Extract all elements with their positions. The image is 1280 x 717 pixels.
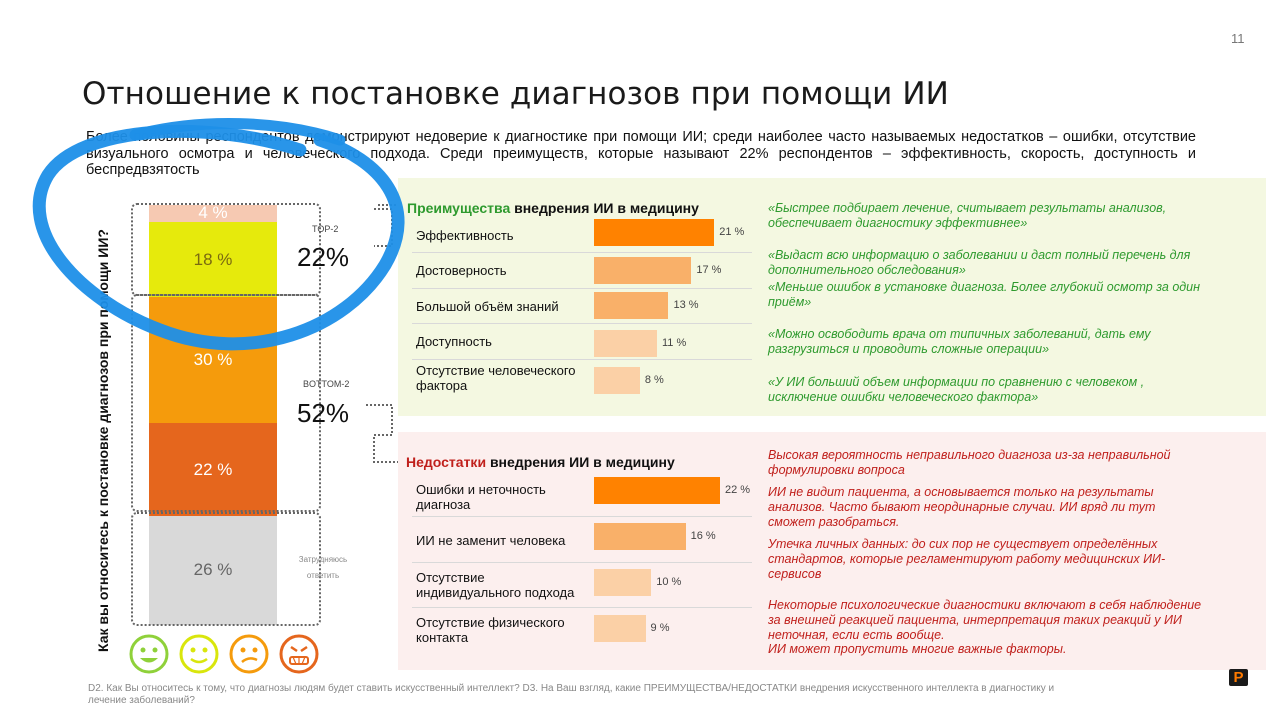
hbar: [594, 523, 686, 550]
disadvantage-row-label-line: контакта: [416, 630, 469, 645]
row-divider: [412, 252, 752, 253]
advantages-title-rest: внедрения ИИ в медицину: [510, 200, 699, 216]
disadvantage-quote: Высокая вероятность неправильного диагно…: [768, 448, 1171, 477]
disadvantage-quote: ИИ может пропустить многие важные фактор…: [768, 642, 1067, 656]
hbar-value-label: 13 %: [673, 299, 699, 311]
hbar: [594, 569, 652, 596]
advantage-quote: «Быстрее подбирает лечение, считывает ре…: [768, 201, 1167, 230]
disadvantages-title: Недостатки внедрения ИИ в медицину: [406, 454, 675, 470]
advantages-panel: [398, 178, 1266, 416]
unsure-label: Затрудняюсь ответить: [292, 552, 354, 584]
bottom2-label: BOTTOM-2: [303, 379, 350, 389]
hbar: [594, 257, 692, 284]
row-divider: [412, 607, 752, 608]
hbar: [594, 219, 715, 246]
disadvantages-bracket: [366, 404, 400, 463]
angry-face-icon: [279, 634, 319, 674]
very-happy-face-icon: [129, 634, 169, 674]
row-divider: [412, 359, 752, 360]
disadvantage-row-label-line: диагноза: [416, 497, 471, 512]
row-divider: [412, 516, 752, 517]
hbar-value-label: 21 %: [719, 226, 745, 238]
disadvantages-title-rest: внедрения ИИ в медицину: [486, 454, 675, 470]
disadvantage-row-label-line: Отсутствие физического: [416, 615, 565, 630]
disadvantage-quote: Утечка личных данных: до сих пор не суще…: [768, 537, 1166, 581]
advantage-row-label: Большой объём знаний: [416, 299, 559, 314]
hbar: [594, 292, 669, 319]
unsure-label-line: ответить: [306, 571, 340, 580]
happy-face-icon: [179, 634, 219, 674]
hbar: [594, 367, 640, 394]
sentiment-faces: [129, 634, 319, 674]
advantage-row-label-line: Эффективность: [416, 228, 514, 243]
advantage-row-label-line: фактора: [416, 378, 468, 393]
unhappy-face-icon: [229, 634, 269, 674]
advantages-title: Преимущества внедрения ИИ в медицину: [407, 200, 699, 216]
stack-segment: 22 %: [149, 423, 277, 516]
disadvantage-row-label-line: Ошибки и неточность: [416, 482, 546, 497]
advantage-row-label: Доступность: [416, 334, 492, 349]
row-divider: [412, 323, 752, 324]
page-title: Отношение к постановке диагнозов при пом…: [82, 76, 949, 112]
advantages-title-highlight: Преимущества: [407, 200, 511, 216]
bottom2-value: 52%: [297, 398, 350, 428]
brand-logo: P: [1229, 669, 1248, 686]
hbar-value-label: 9 %: [650, 622, 670, 634]
disadvantage-row-label-line: ИИ не заменит человека: [416, 533, 566, 548]
advantage-quote: «Выдаст всю информацию о заболевании и д…: [768, 248, 1191, 277]
disadvantage-row-label: Отсутствие физического контакта: [416, 615, 565, 645]
unsure-label-line: Затрудняюсь: [298, 555, 348, 564]
disadvantage-row-label-line: индивидуального подхода: [416, 585, 575, 600]
footnote: D2. Как Вы относитесь к тому, что диагно…: [88, 683, 1055, 706]
advantage-row-label-line: Достоверность: [416, 263, 507, 278]
stack-segment-label: 30 %: [193, 350, 233, 370]
disadvantages-panel: [398, 432, 1266, 670]
stack-segment-label: 22 %: [193, 459, 233, 479]
disadvantage-row-label: Отсутствие индивидуального подхода: [416, 570, 574, 600]
hbar: [594, 477, 720, 504]
advantage-row-label-line: Доступность: [416, 334, 492, 349]
disadvantage-row-label: Ошибки и неточность диагноза: [416, 482, 546, 512]
stack-segment: 26 %: [149, 515, 277, 625]
advantages-bracket: [374, 208, 393, 247]
hbar-value-label: 10 %: [656, 576, 682, 588]
row-divider: [412, 288, 752, 289]
hbar-value-label: 16 %: [690, 530, 716, 542]
advantage-quote: «Можно освободить врача от типичных забо…: [768, 327, 1151, 356]
page-number: 11: [1231, 31, 1245, 46]
hbar-value-label: 8 %: [644, 374, 664, 386]
disadvantage-quote: ИИ не видит пациента, а основывается тол…: [768, 485, 1156, 529]
disadvantages-title-highlight: Недостатки: [406, 454, 487, 470]
advantage-quote: «Меньше ошибок в установке диагноза. Бол…: [768, 280, 1201, 309]
advantage-row-label-line: Большой объём знаний: [416, 299, 559, 314]
advantage-row-label: Достоверность: [416, 263, 507, 278]
hbar-value-label: 11 %: [662, 337, 687, 349]
unsure-group-box: [131, 512, 321, 626]
advantage-row-label: Эффективность: [416, 228, 514, 243]
hbar-value-label: 22 %: [725, 484, 751, 496]
hbar-value-label: 17 %: [696, 264, 722, 276]
stack-segment-label: 26 %: [193, 560, 233, 580]
disadvantage-row-label-line: Отсутствие: [416, 570, 485, 585]
disadvantage-row-label: ИИ не заменит человека: [416, 533, 565, 548]
row-divider: [412, 562, 752, 563]
hbar: [594, 330, 657, 357]
advantage-row-label: Отсутствие человеческого фактора: [416, 363, 576, 393]
advantage-quote: «У ИИ больший объем информации по сравне…: [768, 375, 1145, 404]
hbar: [594, 615, 646, 642]
disadvantage-quote: Некоторые психологические диагностики вк…: [768, 598, 1202, 642]
advantage-row-label-line: Отсутствие человеческого: [416, 363, 576, 378]
